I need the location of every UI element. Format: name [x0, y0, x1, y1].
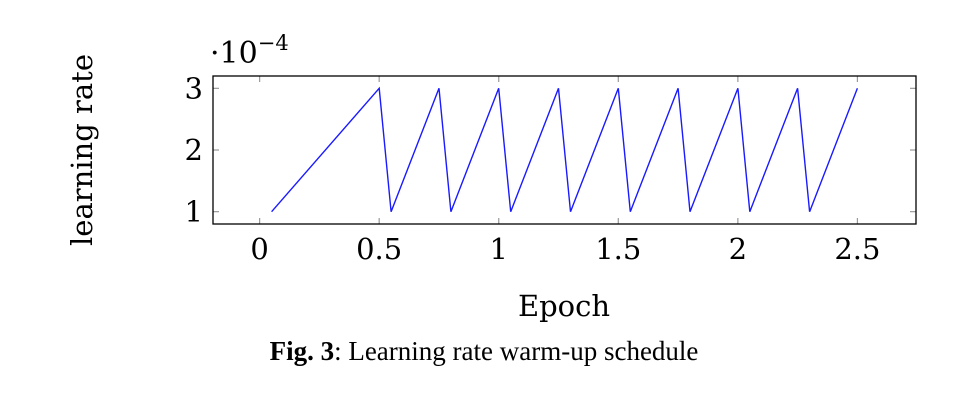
x-tick-label: 1: [490, 232, 508, 266]
x-axis-label: Epoch: [518, 289, 610, 323]
x-tick-labels: 0 0.5 1 1.5 2 2.5: [250, 232, 880, 266]
y-axis-label: learning rate: [65, 54, 99, 246]
x-tick-label: 0.5: [356, 232, 402, 266]
plot-frame: [212, 75, 917, 225]
x-tick-label: 2: [729, 232, 747, 266]
y-scale-exponent: −4: [258, 31, 289, 55]
figure-caption: Fig. 3: Learning rate warm-up schedule: [0, 336, 968, 367]
x-tick-label: 1.5: [595, 232, 641, 266]
x-tick-label: 2.5: [834, 232, 880, 266]
caption-text: : Learning rate warm-up schedule: [334, 336, 699, 366]
caption-label: Fig. 3: [269, 336, 335, 366]
tick-marks: [213, 76, 916, 224]
y-tick-labels: 1 2 3: [185, 71, 203, 228]
chart: 0 0.5 1 1.5 2 2.5 1 2 3 ·10−4 Epoch learning ra…: [65, 31, 917, 323]
y-scale-label: ·10−4: [210, 31, 289, 71]
y-tick-label: 2: [185, 133, 203, 167]
y-tick-label: 3: [185, 71, 203, 105]
series-line-learning-rate: [271, 86, 859, 213]
x-tick-label: 0: [250, 232, 268, 266]
y-tick-label: 1: [185, 195, 203, 229]
